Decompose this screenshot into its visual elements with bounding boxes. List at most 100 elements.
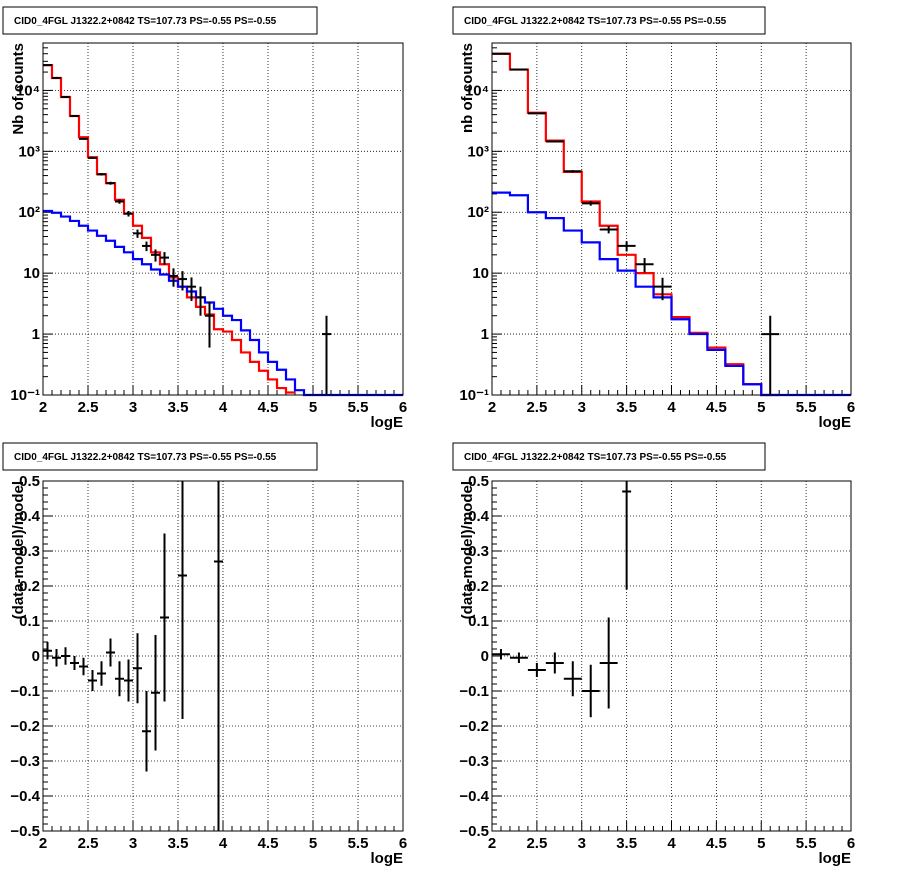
model-background-histogram: [492, 191, 851, 397]
x-tick-label: 5: [309, 399, 317, 416]
x-tick-label: 2: [488, 399, 496, 416]
data-point: [545, 652, 564, 674]
x-tick-label: 5: [757, 399, 765, 416]
data-point: [581, 201, 600, 206]
title-box-frame: [2, 442, 318, 471]
title-box-frame: [2, 6, 318, 35]
x-tick-labels: 2 2.5 3 3.5 4 4.5 5 5.5 6: [39, 835, 407, 852]
x-tick-label: 4: [219, 399, 228, 416]
y-tick-label: 10³: [467, 143, 489, 160]
x-tick-label: 3: [578, 399, 586, 416]
data-point: [196, 286, 205, 316]
data-point: [527, 663, 546, 677]
data-point: [160, 252, 169, 265]
y-axis-title: (data-model)/model: [10, 481, 27, 619]
data-point: [178, 481, 187, 719]
y-tick-label: −0.3: [459, 753, 489, 770]
data-point: [178, 271, 187, 291]
data-point: [563, 170, 582, 173]
y-tick-label: 0.3: [468, 543, 489, 560]
counts-panel-left: 2 2.5 3 3.5 4 4.5 5 5.5 6 10⁻¹ 1 10 10² 10³ 10⁴ logE Nb …: [2, 6, 407, 431]
y-tick-label: 10⁴: [16, 82, 40, 99]
x-tick-label: 4.5: [258, 399, 279, 416]
x-tick-label: 4: [219, 835, 228, 852]
data-point: [70, 656, 79, 670]
data-point: [115, 661, 124, 697]
data-point: [581, 664, 600, 718]
x-tick-label: 2.5: [526, 399, 547, 416]
y-tick-label: 10: [472, 265, 489, 282]
data-point: [151, 635, 160, 751]
title-box-frame: [452, 442, 766, 471]
x-tick-label: 3.5: [168, 399, 189, 416]
data-point: [124, 210, 133, 217]
x-tick-label: 4.5: [706, 835, 727, 852]
data-point: [545, 140, 564, 143]
y-tick-label: 0.2: [19, 578, 40, 595]
data-point: [599, 226, 618, 234]
x-tick-label: 6: [399, 835, 407, 852]
data-point: [142, 691, 151, 772]
y-tick-label: 0.1: [19, 613, 40, 630]
y-tick-label: 0: [481, 648, 489, 665]
y-tick-label: −0.2: [10, 718, 40, 735]
data-point: [97, 661, 106, 686]
x-axis-title: logE: [371, 850, 404, 867]
x-tick-label: 2.5: [78, 835, 99, 852]
data-point: [133, 633, 142, 704]
y-tick-label: −0.4: [10, 788, 40, 805]
data-point: [653, 277, 672, 301]
y-tick-label: 0: [32, 648, 40, 665]
x-axis-title: logE: [371, 414, 404, 431]
y-tick-label: 0.3: [19, 543, 40, 560]
residual-points: [43, 481, 223, 831]
data-points: [492, 52, 780, 395]
y-tick-label: −0.3: [10, 753, 40, 770]
y-tick-label: 1: [481, 326, 489, 343]
y-tick-label: 0.5: [19, 473, 40, 490]
y-tick-label: 0.1: [468, 613, 489, 630]
data-point: [61, 95, 70, 98]
y-tick-label: −0.4: [459, 788, 489, 805]
x-tick-label: 2.5: [526, 835, 547, 852]
y-tick-label: 10³: [18, 143, 40, 160]
title-box: CID0_4FGL J1322.2+0842 TS=107.73 PS=-0.5…: [2, 6, 318, 35]
data-point: [43, 642, 52, 660]
x-tick-label: 3: [129, 399, 137, 416]
plot-frame: [42, 480, 404, 832]
plot-frame: [42, 42, 404, 396]
data-point: [61, 647, 70, 665]
y-tick-labels: −0.5 −0.4 −0.3 −0.2 −0.1 0 0.1 0.2 0.3 0.4 0.5: [10, 473, 40, 840]
counts-panel-right: 2 2.5 3 3.5 4 4.5 5 5.5 6 10⁻¹ 1 10 10² 10³ 10⁴ logE nb …: [452, 6, 855, 431]
data-point: [88, 670, 97, 691]
x-tick-label: 3: [129, 835, 137, 852]
x-tick-label: 3: [578, 835, 586, 852]
x-tick-label: 2: [488, 835, 496, 852]
residual-points: [492, 481, 632, 718]
chart-title: CID0_4FGL J1322.2+0842 TS=107.73 PS=-0.5…: [14, 452, 277, 463]
data-point: [322, 315, 331, 395]
x-tick-label: 5: [757, 835, 765, 852]
plot-area: [43, 43, 403, 395]
x-tick-label: 6: [847, 399, 855, 416]
y-tick-label: −0.2: [459, 718, 489, 735]
data-point: [492, 649, 510, 660]
x-tick-labels: 2 2.5 3 3.5 4 4.5 5 5.5 6: [488, 399, 855, 416]
x-tick-label: 3.5: [616, 399, 637, 416]
data-point: [52, 649, 61, 667]
title-box-frame: [452, 6, 766, 35]
y-tick-label: −0.1: [459, 683, 489, 700]
x-tick-label: 5.5: [796, 399, 817, 416]
data-point: [124, 659, 133, 702]
x-tick-label: 5.5: [796, 835, 817, 852]
x-tick-label: 2.5: [78, 399, 99, 416]
x-tick-label: 2: [39, 835, 47, 852]
x-tick-label: 5.5: [348, 399, 369, 416]
y-tick-label: 10: [23, 265, 40, 282]
title-box: CID0_4FGL J1322.2+0842 TS=107.73 PS=-0.5…: [452, 442, 766, 471]
y-tick-label: 0.5: [468, 473, 489, 490]
x-tick-labels: 2 2.5 3 3.5 4 4.5 5 5.5 6: [488, 835, 855, 852]
y-tick-label: −0.5: [10, 823, 40, 840]
data-point: [79, 657, 88, 676]
